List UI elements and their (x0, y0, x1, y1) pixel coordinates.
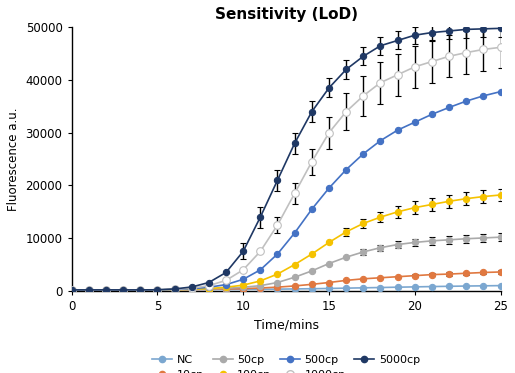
X-axis label: Time/mins: Time/mins (253, 319, 319, 332)
Title: Sensitivity (LoD): Sensitivity (LoD) (215, 7, 357, 22)
Y-axis label: Fluorescence a.u.: Fluorescence a.u. (7, 107, 20, 211)
Legend: NC, 10cp, 50cp, 100cp, 500cp, 1000cp, 5000cp: NC, 10cp, 50cp, 100cp, 500cp, 1000cp, 50… (152, 354, 420, 373)
